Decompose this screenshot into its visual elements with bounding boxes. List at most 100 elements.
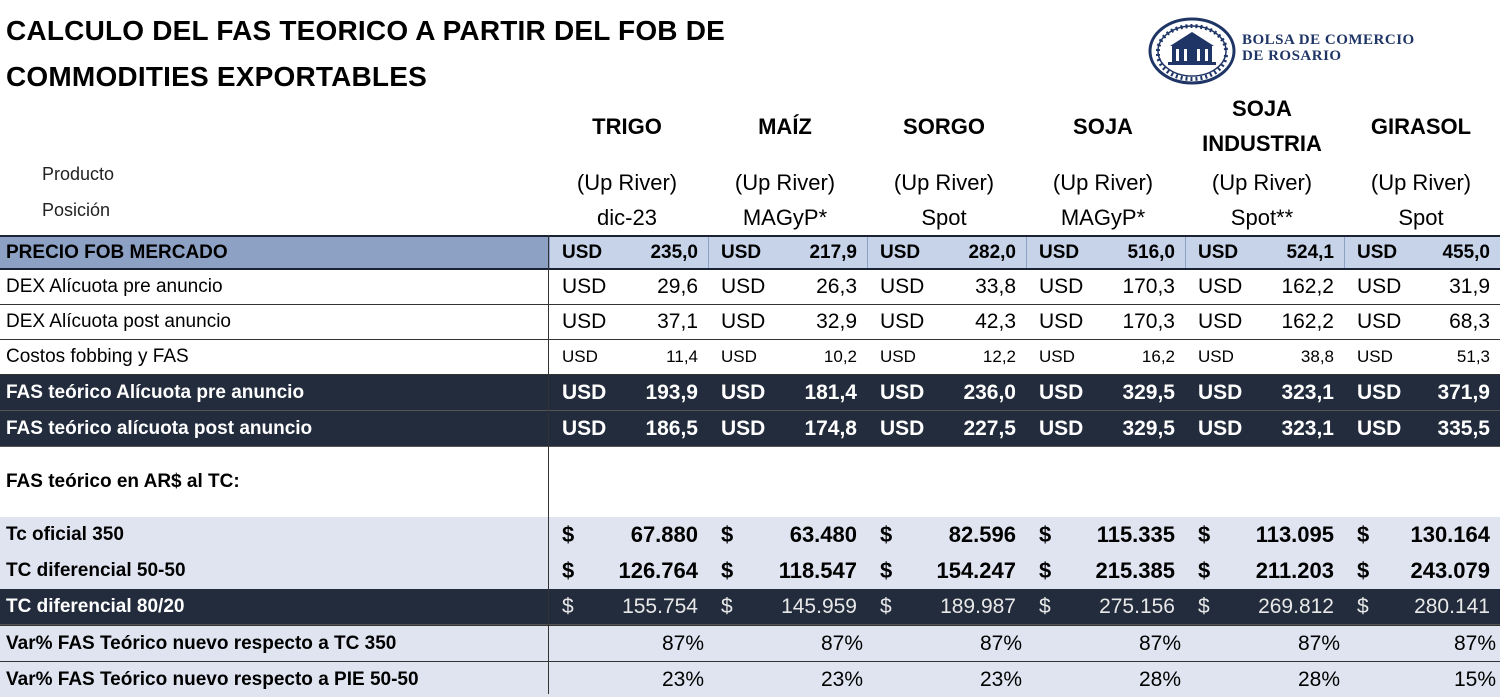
value: 181,4 — [804, 380, 857, 404]
currency: USD — [562, 275, 607, 298]
cell-trigo: USD 29,6 — [550, 270, 708, 304]
value: 227,5 — [963, 416, 1016, 440]
cell-soja: USD 516,0 — [1027, 237, 1185, 268]
col-name: TRIGO — [592, 114, 662, 139]
value: 82.596 — [948, 522, 1016, 547]
value: 31,9 — [1449, 275, 1490, 298]
cell-girasol: $130.164 — [1345, 517, 1500, 553]
cell-soja-industria: USD 162,2 — [1186, 305, 1344, 339]
cell-girasol: USD 455,0 — [1345, 237, 1500, 268]
cell-maiz: USD 217,9 — [709, 237, 867, 268]
currency: USD — [880, 275, 925, 298]
row-label: DEX Alícuota post anuncio — [6, 311, 231, 332]
currency: USD — [1357, 275, 1402, 298]
row-fas-pre: FAS teórico Alícuota pre anuncio USD 193,… — [0, 375, 1500, 411]
col-header-soja: SOJA (Up River) MAGyP* — [1028, 110, 1178, 235]
row-dex-post: DEX Alícuota post anuncio USD 37,1 USD 32,… — [0, 305, 1500, 340]
row-label: TC diferencial 80/20 — [6, 595, 185, 617]
currency: USD — [562, 310, 607, 333]
cell-girasol: 87% — [1345, 626, 1500, 661]
cell-sorgo: USD 33,8 — [868, 270, 1026, 304]
currency: $ — [1357, 558, 1370, 583]
cell-girasol: $280.141 — [1345, 589, 1500, 624]
cell-maiz: 87% — [709, 626, 867, 661]
posicion-label: Posición — [42, 200, 111, 220]
value: 524,1 — [1286, 241, 1334, 263]
value: 174,8 — [804, 416, 857, 440]
currency: USD — [880, 416, 925, 440]
row-label: Costos fobbing y FAS — [6, 346, 189, 367]
value: 113.095 — [1255, 522, 1334, 547]
value: 280.141 — [1414, 594, 1490, 618]
value: 371,9 — [1437, 380, 1490, 404]
value: 28% — [1297, 667, 1340, 691]
cell-soja: USD 329,5 — [1027, 411, 1185, 446]
value: 32,9 — [816, 310, 857, 333]
currency: USD — [880, 241, 921, 263]
cell-soja: $115.335 — [1027, 517, 1185, 553]
col-port: (Up River) — [576, 170, 678, 195]
cell-soja-industria: 28% — [1186, 662, 1344, 697]
cell-sorgo: 23% — [868, 662, 1026, 697]
cell-trigo: 87% — [550, 626, 708, 661]
value: 87% — [1297, 631, 1340, 655]
currency: USD — [1198, 347, 1234, 366]
cell-soja-industria: USD 38,8 — [1186, 340, 1344, 374]
col-position: Spot — [1398, 205, 1444, 230]
value: 28% — [1138, 667, 1181, 691]
cell-trigo: USD 193,9 — [550, 375, 708, 410]
cell-trigo: USD 11,4 — [550, 340, 708, 374]
currency: USD — [880, 310, 925, 333]
currency: $ — [721, 522, 734, 547]
value: 455,0 — [1442, 241, 1490, 263]
cell-soja: $275.156 — [1027, 589, 1185, 624]
currency: USD — [1198, 416, 1243, 440]
title-line-2: COMMODITIES EXPORTABLES — [6, 61, 427, 92]
row-tc-oficial: Tc oficial 350 $67.880 $63.480 $82.596 $… — [0, 517, 1500, 553]
col-header-girasol: GIRASOL (Up River) Spot — [1346, 110, 1496, 235]
col-position: MAGyP* — [1060, 205, 1146, 230]
currency: $ — [562, 594, 574, 618]
value: 87% — [820, 631, 863, 655]
value: 87% — [661, 631, 704, 655]
col-name-line-2: INDUSTRIA — [1202, 131, 1322, 156]
col-port: (Up River) — [1370, 170, 1472, 195]
value: 12,2 — [982, 347, 1016, 366]
row-label: Var% FAS Teórico nuevo respecto a PIE 50… — [6, 668, 419, 690]
cell-girasol: USD 371,9 — [1345, 375, 1500, 410]
cell-trigo: $155.754 — [550, 589, 708, 624]
currency: $ — [1198, 522, 1211, 547]
title-line-1: CALCULO DEL FAS TEORICO A PARTIR DEL FOB… — [6, 15, 725, 46]
value: 118.547 — [778, 558, 857, 583]
value: 11,4 — [666, 347, 698, 366]
cell-soja-industria: 87% — [1186, 626, 1344, 661]
currency: $ — [1198, 594, 1210, 618]
row-tc-diferencial-80-20: TC diferencial 80/20 $155.754 $145.959 $… — [0, 589, 1500, 625]
cell-soja: USD 170,3 — [1027, 270, 1185, 304]
value: 235,0 — [650, 241, 698, 263]
row-dex-pre: DEX Alícuota pre anuncio USD 29,6 USD 26,3… — [0, 270, 1500, 305]
value: 23% — [661, 667, 704, 691]
value: 87% — [1138, 631, 1181, 655]
logo-line-2: DE ROSARIO — [1242, 48, 1342, 64]
currency: USD — [721, 275, 766, 298]
cell-sorgo: USD 42,3 — [868, 305, 1026, 339]
currency: USD — [880, 380, 925, 404]
value: 115.335 — [1096, 522, 1175, 547]
col-position: MAGyP* — [742, 205, 828, 230]
value: 23% — [820, 667, 863, 691]
value: 329,5 — [1122, 380, 1175, 404]
currency: USD — [562, 416, 607, 440]
col-name: MAÍZ — [758, 114, 812, 139]
currency: USD — [562, 380, 607, 404]
value: 126.764 — [618, 558, 698, 583]
currency: USD — [1039, 380, 1084, 404]
value: 217,9 — [809, 241, 857, 263]
currency: $ — [880, 558, 893, 583]
col-name-line-1: SOJA — [1232, 96, 1292, 121]
cell-sorgo: USD 236,0 — [868, 375, 1026, 410]
cell-soja-industria: USD 162,2 — [1186, 270, 1344, 304]
currency: USD — [1198, 241, 1239, 263]
currency: USD — [1039, 347, 1075, 366]
cell-maiz: $145.959 — [709, 589, 867, 624]
